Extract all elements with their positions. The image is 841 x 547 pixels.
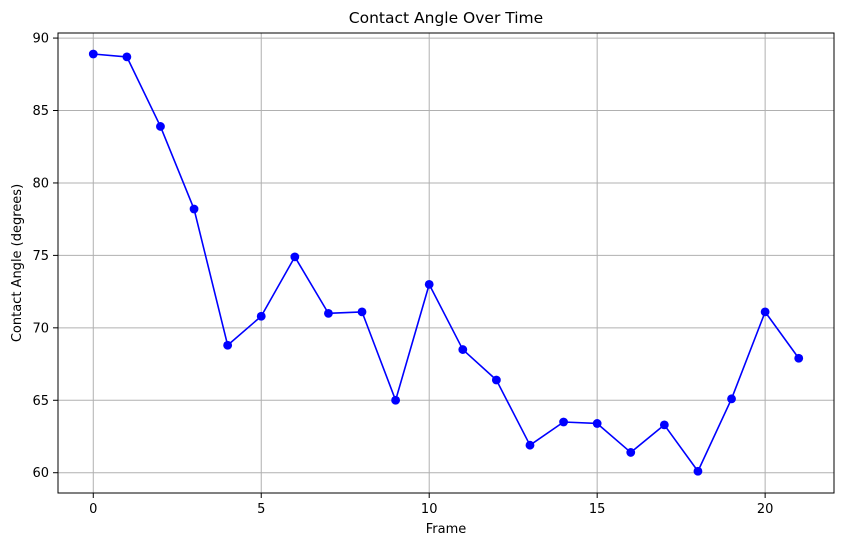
y-axis-label: Contact Angle (degrees) xyxy=(10,184,25,342)
chart-title: Contact Angle Over Time xyxy=(349,9,543,27)
axis-ticks: 0 5 10 15 20 60 65 70 75 80 85 90 xyxy=(32,32,773,517)
data-point xyxy=(156,122,165,131)
data-point xyxy=(88,49,98,59)
data-point xyxy=(592,419,602,428)
data-point xyxy=(727,394,736,404)
data-point xyxy=(391,395,401,405)
data-point xyxy=(525,440,535,450)
data-point xyxy=(424,279,434,289)
y-tick-label: 70 xyxy=(32,321,49,336)
x-tick-label: 15 xyxy=(589,502,606,517)
y-tick-label: 60 xyxy=(32,466,49,481)
data-point xyxy=(357,307,367,317)
data-point xyxy=(794,353,804,363)
data-point xyxy=(760,307,770,317)
data-point xyxy=(491,375,501,385)
series-line xyxy=(93,53,800,473)
x-tick-label: 5 xyxy=(257,502,265,517)
data-point xyxy=(324,308,333,318)
y-tick-label: 65 xyxy=(32,394,49,409)
data-point xyxy=(458,345,468,354)
series-layer xyxy=(88,49,804,476)
data-point xyxy=(559,417,568,427)
data-point xyxy=(256,311,266,321)
x-axis-label: Frame xyxy=(426,522,467,537)
x-tick-label: 0 xyxy=(89,502,97,517)
x-tick-label: 20 xyxy=(757,502,774,517)
data-point xyxy=(626,448,636,457)
data-point xyxy=(122,52,132,62)
data-point xyxy=(189,204,199,214)
data-point xyxy=(290,252,300,262)
x-tick-label: 10 xyxy=(421,502,438,517)
data-point xyxy=(223,340,233,350)
y-tick-label: 90 xyxy=(32,32,49,47)
data-point xyxy=(693,466,703,476)
y-tick-label: 85 xyxy=(32,104,49,119)
y-tick-label: 75 xyxy=(32,249,49,264)
plot-frame xyxy=(57,32,835,494)
grid-lines xyxy=(58,33,834,493)
data-point xyxy=(659,420,669,430)
y-tick-label: 80 xyxy=(32,176,49,191)
